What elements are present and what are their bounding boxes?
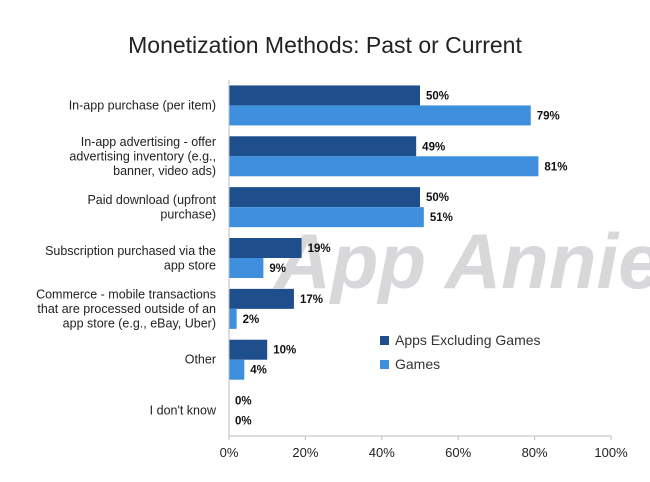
data-label-0-0: 50%	[426, 90, 449, 102]
category-label-3: Subscription purchased via the app store	[45, 244, 216, 273]
category-label-6: I don't know	[150, 404, 217, 418]
bar-3-0	[229, 238, 302, 258]
bar-2-1	[229, 207, 424, 228]
x-tick-label-3: 60%	[445, 445, 471, 460]
data-label-1-1: 81%	[544, 161, 567, 173]
category-label-1: In-app advertising - offer advertising in…	[69, 135, 216, 178]
bar-3-1	[229, 258, 264, 278]
bar-1-0	[229, 136, 417, 157]
bar-2-0	[229, 187, 420, 208]
legend-swatch-0	[380, 336, 389, 345]
bar-4-1	[229, 308, 237, 329]
data-label-0-1: 79%	[537, 110, 560, 122]
watermark-text: App Annie	[272, 217, 650, 305]
legend-label-1: Games	[395, 356, 440, 372]
data-label-4-1: 2%	[243, 314, 260, 326]
bar-5-0	[229, 339, 268, 360]
category-label-5: Other	[185, 353, 216, 367]
data-label-3-0: 19%	[308, 243, 331, 255]
data-label-1-0: 49%	[422, 141, 445, 153]
category-label-4: Commerce - mobile transactions that are p…	[36, 287, 216, 330]
category-label-0: In-app purchase (per item)	[69, 98, 216, 112]
data-label-2-1: 51%	[430, 212, 453, 224]
data-label-5-0: 10%	[273, 345, 296, 357]
bar-4-0	[229, 288, 294, 309]
legend-swatch-1	[380, 360, 389, 369]
x-tick-label-1: 20%	[292, 445, 318, 460]
data-label-5-1: 4%	[250, 365, 267, 377]
category-label-2: Paid download (upfront purchase)	[87, 193, 216, 222]
bar-0-0	[229, 85, 420, 106]
x-tick-label-2: 40%	[369, 445, 395, 460]
bar-0-1	[229, 105, 531, 126]
bar-5-1	[229, 359, 245, 380]
data-label-6-1: 0%	[235, 416, 252, 428]
bar-1-1	[229, 156, 539, 177]
data-label-4-0: 17%	[300, 294, 323, 306]
data-label-6-0: 0%	[235, 396, 252, 408]
x-tick-label-4: 80%	[522, 445, 548, 460]
chart-title: Monetization Methods: Past or Current	[128, 32, 522, 58]
x-tick-label-0: 0%	[220, 445, 239, 460]
legend-label-0: Apps Excluding Games	[395, 332, 541, 348]
data-label-3-1: 9%	[269, 263, 286, 275]
data-label-2-0: 50%	[426, 192, 449, 204]
x-tick-label-5: 100%	[594, 445, 628, 460]
